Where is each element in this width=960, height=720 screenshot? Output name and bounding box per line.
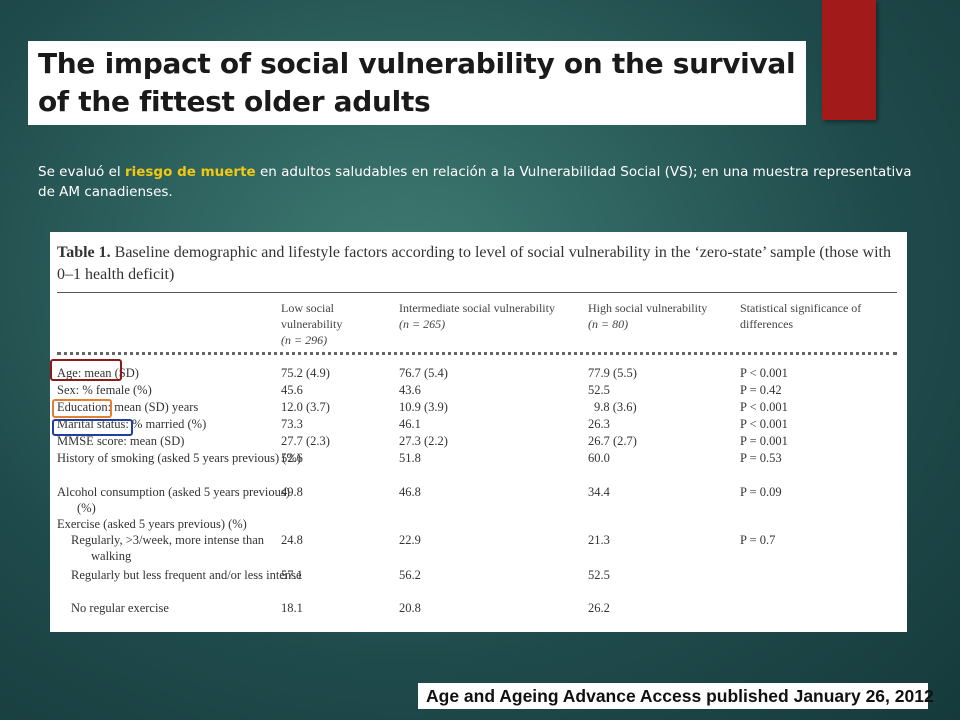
- cell-int: 46.1: [399, 417, 421, 431]
- cell-high: 52.5: [588, 383, 610, 397]
- cell-sig: P < 0.001: [740, 417, 788, 431]
- cell-sig: P = 0.7: [740, 533, 776, 547]
- cell-high: 26.2: [588, 601, 610, 615]
- row-label: Regularly, >3/week, more intense than wa…: [71, 533, 264, 563]
- cell-int: 43.6: [399, 383, 421, 397]
- table-top-rule: [57, 292, 897, 293]
- marital-highlight-box: [52, 419, 133, 436]
- table-image: Table 1. Baseline demographic and lifest…: [50, 232, 907, 632]
- row-label: Age: mean (SD): [57, 366, 139, 380]
- cell-high: 21.3: [588, 533, 610, 547]
- cell-high: 60.0: [588, 451, 610, 465]
- table-caption: Table 1. Baseline demographic and lifest…: [57, 242, 902, 286]
- header-significance: Statistical significance of differences: [740, 300, 890, 332]
- cell-sig: P = 0.53: [740, 451, 782, 465]
- header-high: High social vulnerability (n = 80): [588, 300, 728, 332]
- table-caption-text: Baseline demographic and lifestyle facto…: [57, 244, 891, 283]
- cell-int: 20.8: [399, 601, 421, 615]
- cell-int: 27.3 (2.2): [399, 434, 448, 448]
- cell-low: 52.6: [281, 451, 303, 465]
- header-intermediate: Intermediate social vulnerability (n = 2…: [399, 300, 574, 332]
- subtitle-suffix: en adultos saludables en relación a la V…: [38, 164, 912, 200]
- age-highlight-box: [50, 359, 122, 381]
- row-label: MMSE score: mean (SD): [57, 434, 185, 448]
- header-low: Low social vulnerability (n = 296): [281, 300, 381, 348]
- row-label: Sex: % female (%): [57, 383, 152, 397]
- cell-low: 12.0 (3.7): [281, 400, 330, 414]
- cell-int: 46.8: [399, 485, 421, 499]
- cell-low: 27.7 (2.3): [281, 434, 330, 448]
- header-high-label: High social vulnerability: [588, 301, 708, 315]
- slide-subtitle: Se evaluó el riesgo de muerte en adultos…: [38, 162, 918, 202]
- header-int-n: (n = 265): [399, 317, 446, 331]
- cell-sig: P < 0.001: [740, 400, 788, 414]
- cell-high: 9.8 (3.6): [594, 400, 637, 414]
- row-label: No regular exercise: [71, 601, 169, 615]
- row-label: Alcohol consumption (asked 5 years previ…: [57, 485, 290, 515]
- cell-int: 51.8: [399, 451, 421, 465]
- publication-footer: Age and Ageing Advance Access published …: [418, 683, 934, 709]
- education-highlight-box: [52, 399, 112, 418]
- cell-int: 56.2: [399, 568, 421, 582]
- table-caption-label: Table 1.: [57, 244, 111, 261]
- cell-high: 34.4: [588, 485, 610, 499]
- cell-high: 26.7 (2.7): [588, 434, 637, 448]
- cell-low: 57.1: [281, 568, 303, 582]
- cell-int: 22.9: [399, 533, 421, 547]
- table-header-rule: [57, 352, 897, 355]
- slide-title: The impact of social vulnerability on th…: [38, 47, 796, 118]
- cell-sig: P = 0.001: [740, 434, 788, 448]
- row-label: Regularly but less frequent and/or less …: [71, 568, 302, 582]
- row-label: Education: mean (SD) years: [57, 400, 199, 414]
- header-high-n: (n = 80): [588, 317, 629, 331]
- cell-high: 26.3: [588, 417, 610, 431]
- cell-low: 73.3: [281, 417, 303, 431]
- subtitle-highlight: riesgo de muerte: [124, 164, 256, 180]
- cell-sig: P < 0.001: [740, 366, 788, 380]
- cell-int: 10.9 (3.9): [399, 400, 448, 414]
- cell-sig: P = 0.09: [740, 485, 782, 499]
- cell-low: 18.1: [281, 601, 303, 615]
- cell-high: 77.9 (5.5): [588, 366, 637, 380]
- subtitle-prefix: Se evaluó el: [38, 164, 125, 180]
- header-sig-label: Statistical significance of differences: [740, 301, 862, 331]
- header-low-n: (n = 296): [281, 333, 328, 347]
- header-low-label: Low social vulnerability: [281, 301, 343, 331]
- title-box: The impact of social vulnerability on th…: [28, 41, 806, 125]
- row-label: History of smoking (asked 5 years previo…: [57, 451, 302, 465]
- accent-bar: [822, 0, 876, 120]
- cell-sig: P = 0.42: [740, 383, 782, 397]
- header-int-label: Intermediate social vulnerability: [399, 301, 555, 315]
- cell-high: 52.5: [588, 568, 610, 582]
- row-label: Exercise (asked 5 years previous) (%): [57, 517, 247, 531]
- cell-int: 76.7 (5.4): [399, 366, 448, 380]
- cell-low: 75.2 (4.9): [281, 366, 330, 380]
- cell-low: 49.8: [281, 485, 303, 499]
- cell-low: 24.8: [281, 533, 303, 547]
- cell-low: 45.6: [281, 383, 303, 397]
